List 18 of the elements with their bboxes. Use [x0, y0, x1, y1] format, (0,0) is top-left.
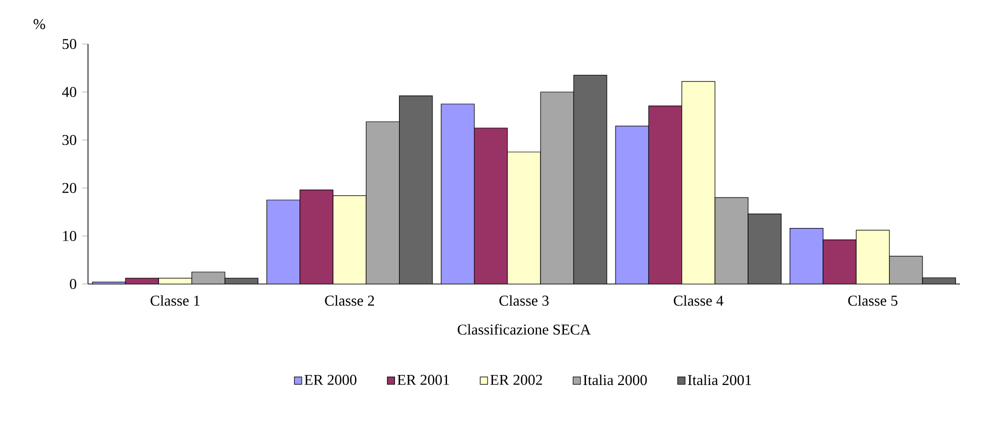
- y-tick-label: 0: [70, 278, 76, 290]
- x-axis-title: Classificazione SECA: [458, 324, 591, 335]
- y-tick-label: 40: [62, 86, 76, 98]
- legend-label: Italia 2001: [688, 374, 752, 386]
- y-tick-label: 10: [63, 230, 76, 242]
- legend-label: Italia 2000: [583, 374, 647, 386]
- x-tick-label: Classe 3: [499, 295, 549, 306]
- x-tick-label: Classe 4: [674, 295, 724, 306]
- y-axis-title: %: [34, 19, 46, 30]
- y-tick-label: 30: [62, 134, 76, 146]
- x-tick-label: Classe 5: [848, 295, 898, 306]
- legend-label: ER 2000: [304, 374, 356, 385]
- x-tick-label: Classe 2: [325, 295, 374, 306]
- legend-label: ER 2002: [490, 374, 542, 385]
- y-tick-label: 50: [62, 38, 76, 50]
- legend-label: ER 2001: [397, 374, 450, 385]
- y-tick-label: 20: [62, 182, 76, 194]
- x-tick-label: Classe 1: [150, 295, 200, 306]
